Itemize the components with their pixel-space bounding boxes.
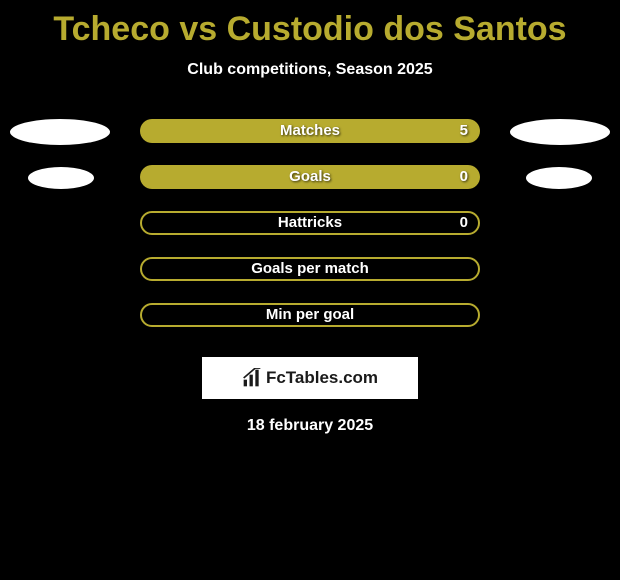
stat-row: Goals 0	[0, 165, 620, 211]
branding-text: FcTables.com	[242, 368, 378, 388]
stat-bar	[140, 211, 480, 235]
stat-row: Hattricks 0	[0, 211, 620, 257]
page-title: Tcheco vs Custodio dos Santos	[0, 0, 620, 49]
player-oval-right	[510, 119, 610, 145]
stat-row: Goals per match	[0, 257, 620, 303]
stat-row: Matches 5	[0, 119, 620, 165]
player-oval-right	[526, 167, 592, 189]
player-oval-left	[10, 119, 110, 145]
stat-bar	[140, 303, 480, 327]
stat-row: Min per goal	[0, 303, 620, 349]
page-subtitle: Club competitions, Season 2025	[0, 61, 620, 79]
bar-chart-icon	[242, 368, 262, 388]
date-line: 18 february 2025	[0, 417, 620, 435]
branding-box: FcTables.com	[202, 357, 418, 399]
player-oval-left	[28, 167, 94, 189]
comparison-infographic: Tcheco vs Custodio dos Santos Club compe…	[0, 0, 620, 580]
stat-bar	[140, 119, 480, 143]
stats-rows: Matches 5 Goals 0 Hattricks 0 Goals per …	[0, 119, 620, 349]
branding-label: FcTables.com	[266, 368, 378, 388]
stat-bar	[140, 165, 480, 189]
stat-bar	[140, 257, 480, 281]
